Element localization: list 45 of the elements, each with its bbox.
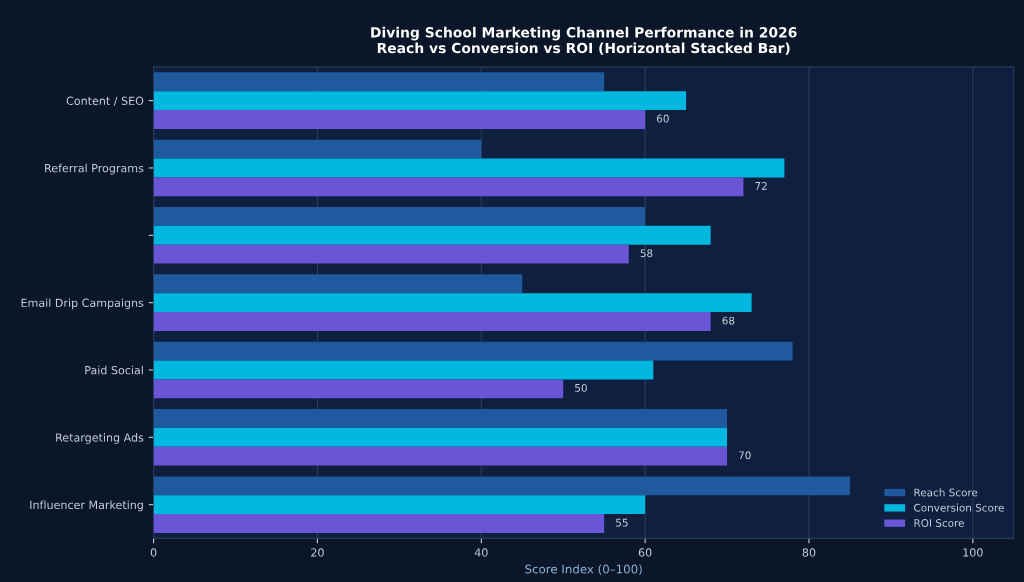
chart-title: Diving School Marketing Channel Performance in 2026 Reach vs Conversion vs ROI (Horizontal Stacked Bar) xyxy=(371,26,797,55)
bar xyxy=(153,72,605,92)
x-tick-label: 100 xyxy=(963,548,983,557)
data-label: 50 xyxy=(575,383,587,392)
data-label: 70 xyxy=(739,451,751,460)
x-tick-label: 0 xyxy=(150,548,157,557)
bar xyxy=(153,341,793,361)
data-label: 58 xyxy=(640,249,653,258)
bar xyxy=(153,446,728,466)
y-tick-label: Retargeting Ads xyxy=(56,433,144,444)
bar xyxy=(153,139,482,159)
y-tick-label: Email Drip Campaigns xyxy=(21,298,144,310)
bar xyxy=(153,293,752,313)
bar xyxy=(153,514,605,533)
legend-label: Conversion Score xyxy=(914,503,1004,512)
bar xyxy=(153,110,646,129)
bar xyxy=(153,225,711,245)
legend-label: Reach Score xyxy=(914,488,978,497)
data-label: 55 xyxy=(616,518,628,527)
bar xyxy=(153,312,711,331)
x-tick-label: 60 xyxy=(638,548,652,557)
data-label: 72 xyxy=(755,181,767,190)
y-tick-label: Referral Programs xyxy=(45,163,144,175)
bar xyxy=(153,409,728,428)
bar xyxy=(153,274,523,294)
bar xyxy=(153,427,728,447)
y-tick-label: Paid Social xyxy=(85,365,143,375)
y-tick-label: Content / SEO xyxy=(66,96,144,106)
data-label: 60 xyxy=(656,114,669,123)
bar xyxy=(153,495,646,515)
legend-label: ROI Score xyxy=(914,519,964,527)
data-label: 68 xyxy=(722,316,735,325)
bar xyxy=(153,379,564,399)
bar xyxy=(153,244,629,264)
bar xyxy=(153,177,744,197)
x-tick-label: 20 xyxy=(311,548,324,557)
bar xyxy=(153,476,850,496)
bar xyxy=(153,158,785,178)
bar xyxy=(153,91,687,111)
x-tick-label: 80 xyxy=(802,548,816,557)
bar xyxy=(153,360,654,380)
x-axis-title: Score Index (0–100) xyxy=(525,564,642,575)
bar xyxy=(153,207,646,226)
y-tick-label: Influencer Marketing xyxy=(30,500,143,512)
x-tick-label: 40 xyxy=(474,548,488,557)
